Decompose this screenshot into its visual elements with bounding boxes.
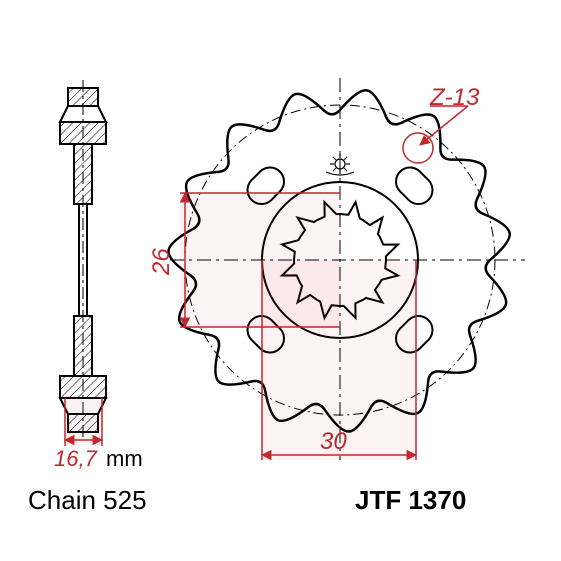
label-part-number: JTF 1370 — [355, 485, 466, 516]
dim-thickness — [65, 398, 102, 446]
label-z13: Z-13 — [430, 84, 479, 112]
side-view — [60, 80, 106, 440]
label-dim-26: 26 — [148, 248, 176, 275]
label-dim-thickness: 16,7 — [54, 446, 97, 472]
dim-26 — [180, 193, 340, 327]
label-dim-30: 30 — [320, 428, 347, 456]
label-chain: Chain 525 — [28, 485, 147, 516]
label-unit-mm: mm — [106, 446, 143, 472]
